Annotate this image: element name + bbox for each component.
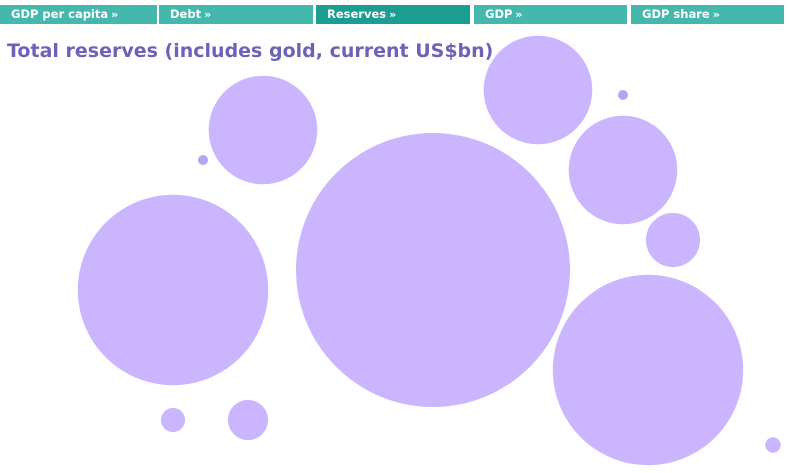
tab-gdp-per-capita[interactable]: GDP per capita» bbox=[0, 5, 157, 24]
bubble[interactable] bbox=[765, 437, 781, 453]
bubble[interactable] bbox=[198, 155, 208, 165]
tab-label: Debt bbox=[170, 7, 202, 21]
bubble[interactable] bbox=[645, 212, 701, 268]
tab-label: GDP per capita bbox=[11, 7, 109, 21]
bubble[interactable] bbox=[483, 35, 593, 145]
tab-label: GDP bbox=[485, 7, 513, 21]
bubble[interactable] bbox=[160, 407, 186, 433]
chevron-right-icon: » bbox=[111, 8, 119, 21]
tab-reserves[interactable]: Reserves» bbox=[316, 5, 470, 24]
tab-label: GDP share bbox=[642, 7, 710, 21]
bubble[interactable] bbox=[552, 274, 744, 466]
bubble[interactable] bbox=[568, 115, 678, 225]
bubble[interactable] bbox=[227, 399, 269, 441]
bubble[interactable] bbox=[296, 133, 570, 407]
chevron-right-icon: » bbox=[515, 8, 523, 21]
tab-debt[interactable]: Debt» bbox=[159, 5, 313, 24]
bubble[interactable] bbox=[618, 90, 628, 100]
tab-gdp[interactable]: GDP» bbox=[474, 5, 627, 24]
tab-label: Reserves bbox=[327, 7, 387, 21]
bubble[interactable] bbox=[77, 194, 269, 386]
nav-tabs: GDP per capita» Debt» Reserves» GDP» GDP… bbox=[0, 5, 789, 25]
chevron-right-icon: » bbox=[712, 8, 720, 21]
tab-gdp-share[interactable]: GDP share» bbox=[631, 5, 784, 24]
bubble[interactable] bbox=[208, 75, 318, 185]
chevron-right-icon: » bbox=[389, 8, 397, 21]
chevron-right-icon: » bbox=[204, 8, 212, 21]
chart-title: Total reserves (includes gold, current U… bbox=[7, 40, 494, 62]
